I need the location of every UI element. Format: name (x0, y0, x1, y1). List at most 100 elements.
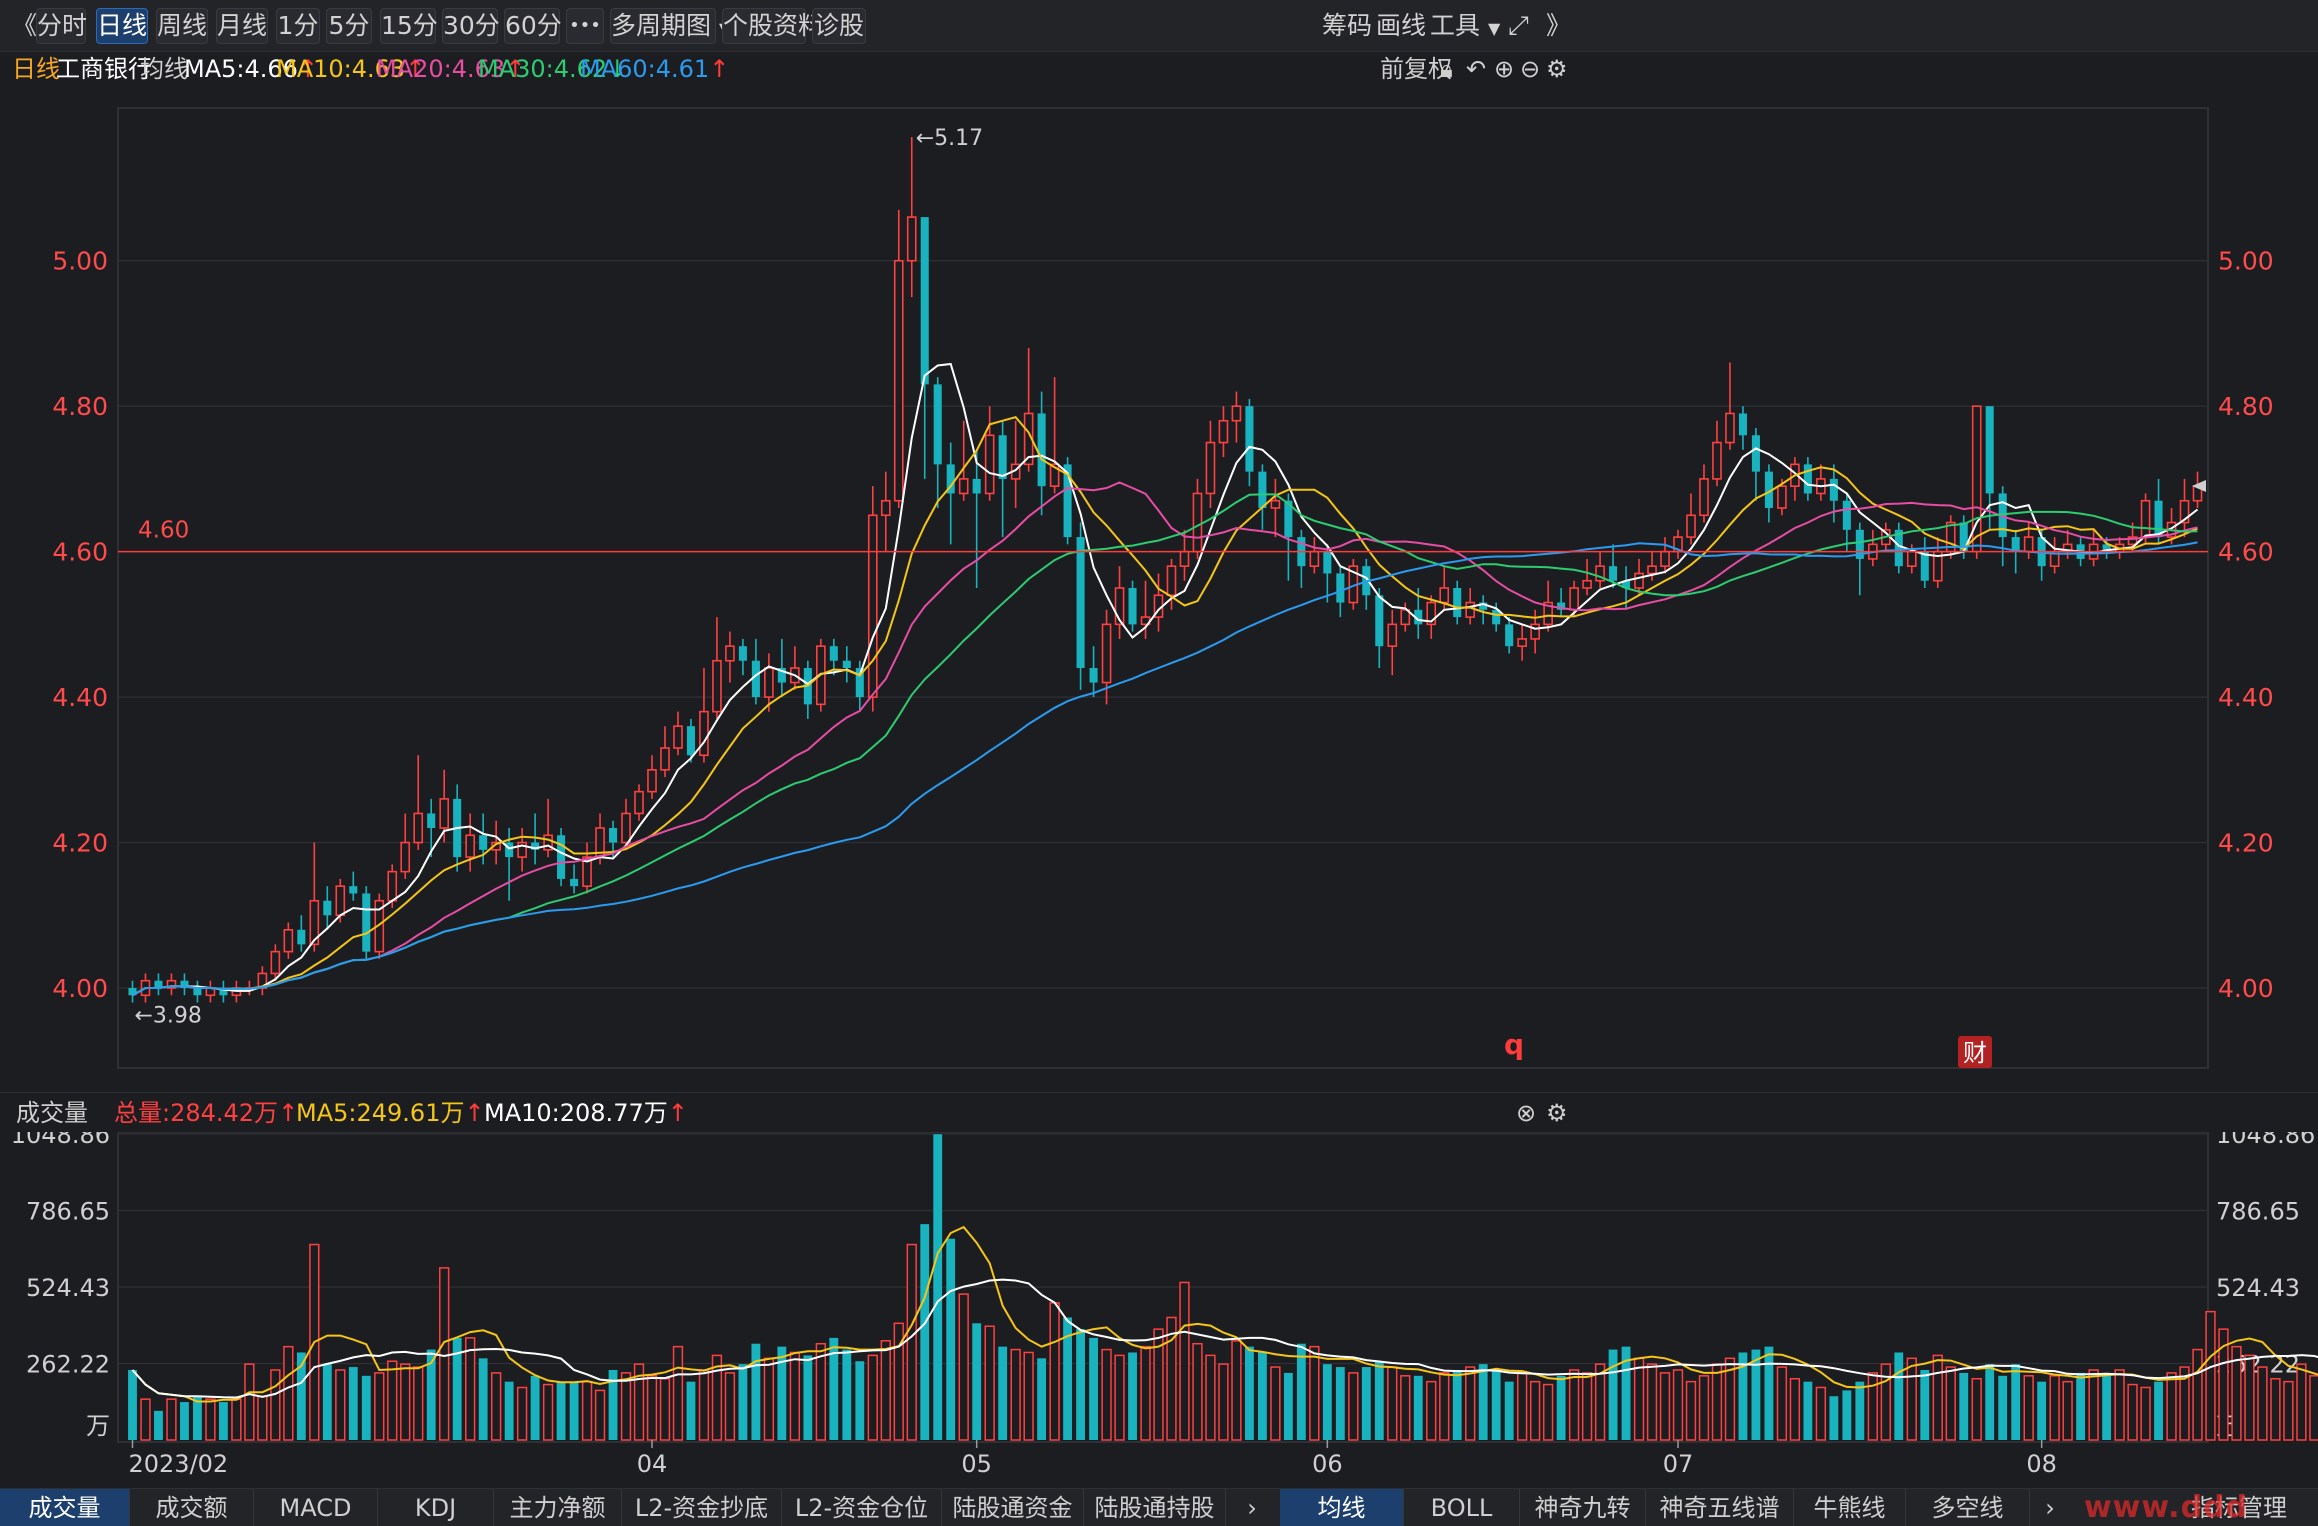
volume-bar (2270, 1377, 2281, 1441)
tools-dropdown[interactable]: 工具 ▼ (1430, 8, 1500, 44)
candle (270, 944, 281, 981)
chevron-right-icon[interactable]: › (1247, 1494, 1257, 1522)
candle-body (531, 842, 540, 850)
tab-magic-five[interactable]: 神奇五线谱 (1646, 1489, 1794, 1526)
volume-bar (2218, 1328, 2229, 1441)
candle-body (1557, 602, 1566, 610)
candle (906, 137, 917, 298)
volume-bar (270, 1369, 281, 1441)
collapse-right-icon[interactable]: 》 (1546, 11, 1572, 40)
volume-bar (724, 1372, 736, 1441)
tab-5min[interactable]: 5分 (326, 8, 372, 44)
volume-bar (933, 1134, 943, 1440)
tab-long-short[interactable]: 多空线 (1906, 1489, 2030, 1526)
candlestick-chart[interactable]: 5.00 5.00 4.80 4.80 4.60 4.60 4.40 4.40 4.20 4.20… (0, 86, 2318, 1092)
tab-boll[interactable]: BOLL (1404, 1489, 1520, 1526)
volume-bar (1998, 1375, 2008, 1440)
candle-body (1492, 609, 1501, 625)
top-toolbar: 《 分时 日线 周线 月线 1分 5分 15分 30分 60分 ••• 多周期图… (0, 0, 2318, 52)
chevron-right-icon[interactable]: › (2045, 1494, 2055, 1522)
tab-1min[interactable]: 1分 (276, 8, 320, 44)
volume-bar (1179, 1281, 1190, 1441)
volume-bar (1776, 1366, 1788, 1441)
undo-icon[interactable]: ↶ (1466, 55, 1487, 83)
candle-body (1426, 601, 1437, 626)
volume-title[interactable]: 成交量 (16, 1099, 88, 1127)
candle-body (1336, 573, 1345, 603)
candle-body (972, 478, 981, 494)
candle (180, 973, 189, 996)
chips-button[interactable]: 筹码 (1322, 11, 1373, 40)
tab-bull-bear[interactable]: 牛熊线 (1794, 1489, 1906, 1526)
candle-body (1400, 609, 1411, 626)
gear-icon[interactable]: ⚙ (1546, 55, 1568, 83)
volume-bar (2114, 1369, 2125, 1441)
high-price-label: ←5.17 (916, 126, 983, 151)
ma20-line (132, 481, 2198, 997)
candle-body (193, 988, 202, 996)
tab-turnover[interactable]: 成交额 (130, 1489, 254, 1526)
zoom-out-icon[interactable]: ⊖ (1520, 55, 1541, 83)
stock-info-button[interactable]: 个股资料 (722, 8, 823, 44)
arrow-up-icon: ↑ (667, 1099, 688, 1127)
tab-main-net[interactable]: 主力净额 (494, 1489, 622, 1526)
lock-icon[interactable]: 🔒︎ (1440, 55, 1453, 83)
collapse-left-icon[interactable]: 《 (12, 11, 38, 40)
indicator-manage-button[interactable]: 指标管理 (2191, 1494, 2287, 1522)
adjust-mode[interactable]: 前复权 (1380, 55, 1452, 83)
tab-daily[interactable]: 日线 (96, 8, 148, 44)
candle-body (1323, 551, 1332, 574)
volume-bar (1218, 1363, 1229, 1441)
candle (1375, 588, 1384, 668)
ma-label[interactable]: 均线 (140, 55, 188, 83)
x-tick-label: 04 (637, 1450, 668, 1478)
volume-bar (777, 1346, 787, 1440)
volume-bar (1010, 1348, 1021, 1441)
volume-bar (218, 1402, 228, 1440)
volume-bar (672, 1345, 684, 1441)
tab-hk-connect-holding[interactable]: 陆股通持股 (1084, 1489, 1226, 1526)
tab-weekly[interactable]: 周线 (156, 8, 208, 44)
candle-body (725, 645, 735, 662)
volume-chart[interactable]: 1048.86 1048.86 786.65 786.65 524.43 524.43 26… (0, 1132, 2318, 1488)
candle-body (1569, 587, 1579, 611)
fullscreen-icon[interactable]: ⤢ (1508, 11, 1529, 41)
tab-hk-connect-flow[interactable]: 陆股通资金 (942, 1489, 1084, 1526)
volume-bar (620, 1372, 632, 1441)
tab-volume[interactable]: 成交量 (0, 1489, 130, 1526)
tab-15min[interactable]: 15分 (380, 8, 438, 44)
candle (1323, 544, 1332, 603)
tab-kdj[interactable]: KDJ (378, 1489, 494, 1526)
diagnose-button[interactable]: 诊股 (812, 8, 866, 44)
draw-button[interactable]: 画线 (1376, 11, 1427, 40)
volume-bar (1685, 1380, 1697, 1441)
volume-bar (1128, 1352, 1137, 1440)
tab-macd[interactable]: MACD (254, 1489, 378, 1526)
candle-body (1855, 529, 1864, 559)
candle-body (712, 659, 722, 713)
candle (660, 726, 670, 778)
tab-monthly[interactable]: 月线 (216, 8, 268, 44)
zoom-in-icon[interactable]: ⊕ (1494, 55, 1515, 83)
candle-body (1414, 609, 1423, 625)
close-icon[interactable]: ⊗ (1516, 1099, 1537, 1127)
candle (1426, 595, 1437, 639)
tab-magic-nine[interactable]: 神奇九转 (1520, 1489, 1646, 1526)
tab-ma[interactable]: 均线 (1280, 1489, 1404, 1526)
price-reference-label: 4.60 (138, 518, 189, 544)
tab-l2-bottom[interactable]: L2-资金抄底 (622, 1489, 782, 1526)
tab-60min[interactable]: 60分 (504, 8, 562, 44)
candle-body (465, 834, 475, 858)
volume-bar (400, 1363, 411, 1441)
tab-30min[interactable]: 30分 (442, 8, 500, 44)
candle (1231, 391, 1242, 443)
tab-intraday[interactable]: 分时 (36, 8, 87, 44)
gear-icon[interactable]: ⚙ (1546, 1099, 1568, 1127)
volume-bar (972, 1323, 982, 1440)
multi-period-dropdown[interactable]: 多周期图 ▼ (610, 8, 731, 44)
x-tick-label: 05 (961, 1450, 992, 1478)
more-periods-button[interactable]: ••• (566, 8, 604, 44)
candle-body (1920, 551, 1929, 581)
tab-l2-position[interactable]: L2-资金仓位 (782, 1489, 942, 1526)
candle-body (270, 950, 281, 975)
